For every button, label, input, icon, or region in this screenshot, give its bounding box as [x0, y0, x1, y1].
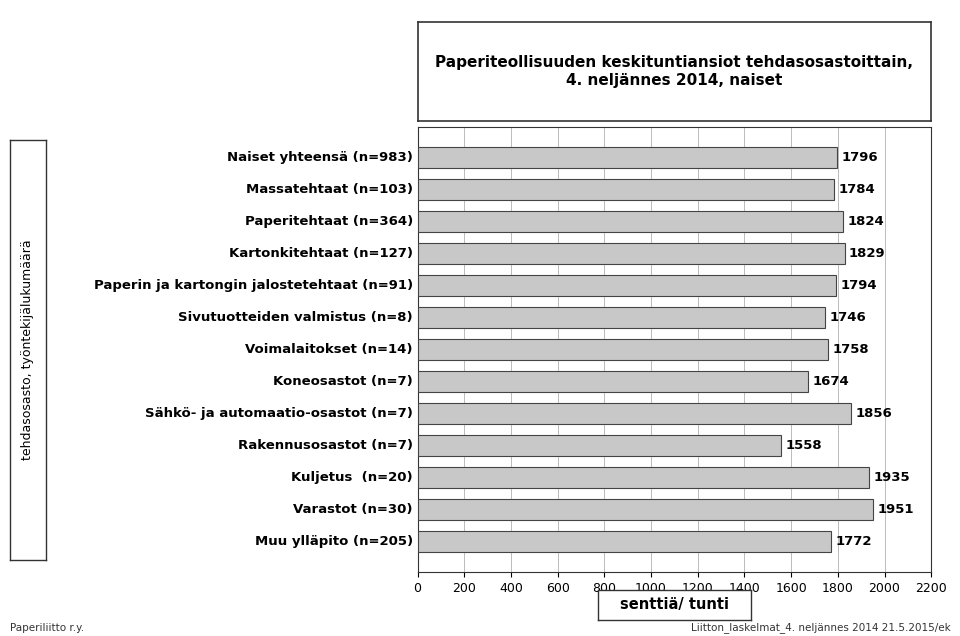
Bar: [418, 436, 781, 456]
Bar: [418, 244, 845, 264]
Text: Voimalaitokset (n=14): Voimalaitokset (n=14): [246, 343, 413, 356]
Text: 1558: 1558: [785, 439, 822, 452]
Text: 1772: 1772: [835, 536, 872, 548]
Text: 1784: 1784: [838, 183, 875, 197]
Text: Koneosastot (n=7): Koneosastot (n=7): [273, 375, 413, 389]
Text: Paperiliitto r.y.: Paperiliitto r.y.: [10, 623, 84, 633]
Text: 1758: 1758: [832, 343, 869, 356]
Text: Muu ylläpito (n=205): Muu ylläpito (n=205): [254, 536, 413, 548]
Bar: [418, 307, 826, 328]
Text: Massatehtaat (n=103): Massatehtaat (n=103): [246, 183, 413, 197]
Text: Kartonkitehtaat (n=127): Kartonkitehtaat (n=127): [228, 247, 413, 260]
Text: 1935: 1935: [874, 471, 910, 484]
Bar: [418, 148, 837, 169]
Bar: [418, 403, 851, 424]
Text: Paperiteollisuuden keskituntiansiot tehdasosastoittain,
4. neljännes 2014, naise: Paperiteollisuuden keskituntiansiot tehd…: [436, 55, 913, 88]
Text: Naiset yhteensä (n=983): Naiset yhteensä (n=983): [227, 151, 413, 164]
Bar: [418, 531, 831, 552]
Text: 1829: 1829: [849, 247, 885, 260]
Text: Liitton_laskelmat_4. neljännes 2014 21.5.2015/ek: Liitton_laskelmat_4. neljännes 2014 21.5…: [690, 622, 950, 633]
Text: 1951: 1951: [877, 503, 914, 516]
Bar: [418, 211, 844, 232]
Text: 1824: 1824: [848, 216, 884, 228]
Text: 1674: 1674: [812, 375, 850, 389]
Text: senttiä/ tunti: senttiä/ tunti: [620, 597, 729, 612]
Text: 1794: 1794: [841, 279, 877, 293]
Text: Sähkö- ja automaatio-osastot (n=7): Sähkö- ja automaatio-osastot (n=7): [145, 407, 413, 420]
Text: 1746: 1746: [829, 311, 866, 324]
Text: Varastot (n=30): Varastot (n=30): [294, 503, 413, 516]
Text: Kuljetus  (n=20): Kuljetus (n=20): [291, 471, 413, 484]
Text: tehdasosasto, työntekijälukumäärä: tehdasosasto, työntekijälukumäärä: [21, 240, 35, 460]
Bar: [418, 499, 873, 520]
Bar: [418, 371, 808, 392]
Bar: [418, 179, 834, 200]
Bar: [418, 467, 870, 488]
Text: Paperitehtaat (n=364): Paperitehtaat (n=364): [245, 216, 413, 228]
Bar: [418, 275, 836, 296]
Text: 1796: 1796: [841, 151, 877, 164]
Bar: [418, 340, 828, 360]
Text: Rakennusosastot (n=7): Rakennusosastot (n=7): [238, 439, 413, 452]
Text: Sivutuotteiden valmistus (n=8): Sivutuotteiden valmistus (n=8): [179, 311, 413, 324]
Text: Paperin ja kartongin jalostetehtaat (n=91): Paperin ja kartongin jalostetehtaat (n=9…: [94, 279, 413, 293]
Text: 1856: 1856: [855, 407, 892, 420]
